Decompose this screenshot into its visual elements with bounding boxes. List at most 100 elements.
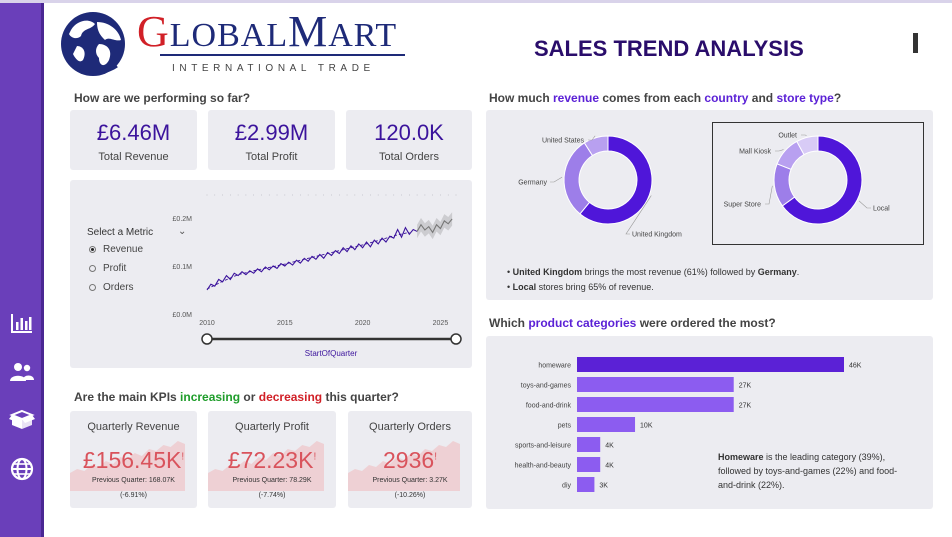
title-marker: [913, 33, 918, 53]
card-previous: Previous Quarter: 168.07K: [92, 477, 175, 484]
bar-value-label: 3K: [599, 483, 608, 490]
kpi-value: 120.0K: [374, 120, 444, 145]
globe-icon[interactable]: [9, 456, 35, 482]
card-title: Quarterly Profit: [235, 421, 309, 433]
metric-selector-label: Select a Metric: [87, 227, 154, 238]
kpi-card-profit: £2.99M Total Profit: [208, 110, 335, 170]
donut-slice: [781, 135, 863, 225]
globe-logo-icon: [57, 10, 129, 78]
kpi-card-orders: 120.0K Total Orders: [346, 110, 472, 170]
card-title: Quarterly Orders: [369, 421, 451, 433]
card-title: Quarterly Revenue: [87, 421, 180, 433]
kpi-label: Total Orders: [379, 151, 439, 163]
donut-label: Mall Kiosk: [739, 149, 771, 156]
card-change: (-10.26%): [394, 492, 426, 499]
forecast-series-line: [416, 218, 453, 234]
donut-slice: [583, 135, 609, 157]
category-bar: [577, 357, 844, 372]
card-previous: Previous Quarter: 3.27K: [372, 477, 448, 484]
donut-label: United States: [542, 138, 585, 145]
categories-question: Which product categories were ordered th…: [489, 316, 776, 330]
category-bar: [577, 477, 595, 492]
chevron-down-icon[interactable]: ⌄: [178, 226, 187, 237]
logo-tagline: INTERNATIONAL TRADE: [172, 63, 375, 74]
donut-leader-line: [775, 149, 784, 152]
country-donut-chart: United Kingdom Germany United States: [518, 135, 682, 239]
kpi-value: £2.99M: [234, 120, 309, 145]
radio-icon[interactable]: [89, 284, 96, 291]
donut-leader-line: [765, 185, 773, 205]
actual-series-line: [206, 226, 418, 291]
metric-option-revenue[interactable]: Revenue: [89, 244, 143, 255]
y-tick-label: £0.0M: [173, 312, 193, 319]
users-icon[interactable]: [9, 359, 35, 385]
donut-label: United Kingdom: [632, 232, 682, 239]
slider-end-handle[interactable]: [450, 333, 462, 345]
card-previous: Previous Quarter: 78.29K: [232, 477, 312, 484]
quarterly-revenue-card: Quarterly Revenue £156.45K! Previous Qua…: [70, 411, 197, 508]
warning-icon: !: [434, 451, 437, 463]
category-label: food-and-drink: [526, 403, 572, 410]
kpi-card-revenue: £6.46M Total Revenue: [70, 110, 197, 170]
category-label: sports-and-leisure: [515, 443, 571, 450]
category-label: toys-and-games: [521, 383, 572, 390]
donut-leader-line: [550, 176, 563, 183]
donut-panel: [486, 110, 933, 300]
sparkline-area: [70, 441, 185, 491]
category-label: homeware: [538, 363, 571, 370]
sparkline-area: [348, 441, 460, 491]
kpi-value: £6.46M: [96, 120, 171, 145]
card-change: (-6.91%): [120, 492, 147, 499]
card-value: £72.23K!: [227, 447, 317, 473]
kpi-label: Total Revenue: [98, 151, 169, 163]
x-tick-label: 2020: [355, 320, 371, 327]
sparkline: [348, 441, 460, 491]
donut-leader-line: [858, 200, 871, 209]
y-tick-label: £0.1M: [173, 264, 193, 271]
bar-value-label: 4K: [605, 463, 614, 470]
category-label: health-and-beauty: [515, 463, 572, 470]
donut-leader-line: [588, 135, 596, 141]
store-donut-frame: [712, 122, 924, 245]
donut-note-1: • United Kingdom brings the most revenue…: [507, 267, 800, 277]
category-bar: [577, 437, 601, 452]
bar-value-label: 27K: [739, 383, 752, 390]
trend-line-chart: £0.0M £0.1M £0.2M 2010 2015 2020 2025 StartOfQu…: [173, 194, 462, 358]
store-donut-chart: Local Super Store Mall Kiosk Outlet: [724, 133, 890, 225]
bar-value-label: 46K: [849, 363, 862, 370]
sparkline: [70, 441, 185, 491]
quarterly-orders-card: Quarterly Orders 2936! Previous Quarter:…: [348, 411, 472, 508]
donut-note-2: • Local stores bring 65% of revenue.: [507, 282, 654, 292]
category-label: pets: [558, 423, 572, 430]
radio-selected-icon[interactable]: [89, 246, 96, 253]
categories-note: Homeware is the leading category (39%), …: [718, 452, 898, 490]
performance-question: How are we performing so far?: [74, 91, 251, 105]
category-bar: [577, 457, 601, 472]
trend-series-line: [206, 231, 410, 290]
metric-option-orders[interactable]: Orders: [89, 282, 134, 293]
kpi-label: Total Profit: [245, 151, 298, 163]
card-change: (-7.74%): [258, 492, 286, 499]
box-icon[interactable]: [9, 407, 35, 433]
radio-icon[interactable]: [89, 265, 96, 272]
donut-slice: [563, 142, 594, 215]
slider-label: StartOfQuarter: [305, 349, 358, 358]
warning-icon: !: [313, 451, 317, 463]
category-bar: [577, 397, 734, 412]
donut-label: Local: [873, 206, 890, 213]
donut-label: Outlet: [778, 133, 797, 140]
sidebar-edge: [41, 3, 44, 537]
bar-value-label: 10K: [640, 423, 653, 430]
bar-chart-icon[interactable]: [9, 310, 35, 336]
slider-start-handle[interactable]: [201, 333, 213, 345]
metric-option-profit[interactable]: Profit: [89, 263, 126, 274]
page-title: SALES TREND ANALYSIS: [534, 36, 804, 61]
forecast-band: [417, 212, 453, 240]
logo-rule: [160, 54, 405, 56]
bar-value-label: 27K: [739, 403, 752, 410]
y-tick-label: £0.2M: [173, 216, 193, 223]
top-border: [0, 0, 952, 3]
quarterly-profit-card: Quarterly Profit £72.23K! Previous Quart…: [208, 411, 336, 508]
country-store-question: How much revenue comes from each country…: [489, 91, 842, 105]
category-bar: [577, 417, 636, 432]
